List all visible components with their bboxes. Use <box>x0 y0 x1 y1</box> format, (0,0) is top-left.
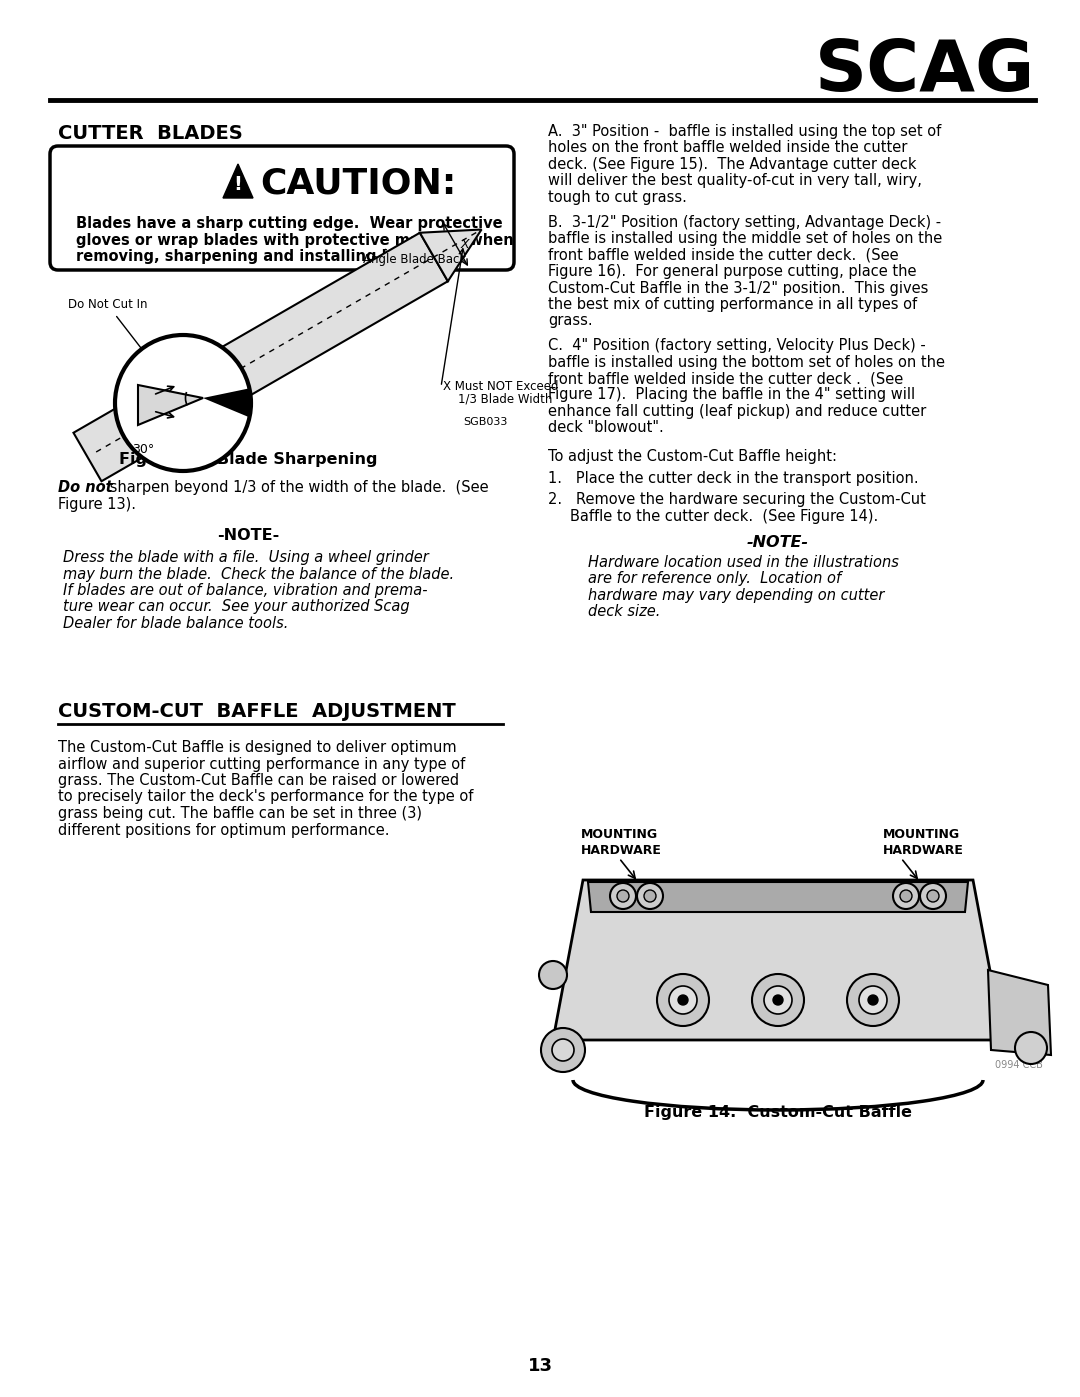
Text: 1/3 Blade Width: 1/3 Blade Width <box>458 393 552 407</box>
Circle shape <box>617 890 629 902</box>
Circle shape <box>893 883 919 909</box>
Circle shape <box>927 890 939 902</box>
Text: If blades are out of balance, vibration and prema-: If blades are out of balance, vibration … <box>63 583 428 598</box>
Text: SGB033: SGB033 <box>463 416 508 427</box>
Circle shape <box>752 974 804 1025</box>
Text: 30°: 30° <box>132 443 154 455</box>
Text: deck size.: deck size. <box>588 605 660 619</box>
Text: Figure 16).  For general purpose cutting, place the: Figure 16). For general purpose cutting,… <box>548 264 917 279</box>
FancyBboxPatch shape <box>50 147 514 270</box>
Text: grass. The Custom-Cut Baffle can be raised or lowered: grass. The Custom-Cut Baffle can be rais… <box>58 773 459 788</box>
Text: Figure 13. Blade Sharpening: Figure 13. Blade Sharpening <box>119 453 377 467</box>
Text: hardware may vary depending on cutter: hardware may vary depending on cutter <box>588 588 885 604</box>
Text: X Must NOT Exceed: X Must NOT Exceed <box>443 380 558 393</box>
Polygon shape <box>138 386 203 425</box>
Text: airflow and superior cutting performance in any type of: airflow and superior cutting performance… <box>58 757 465 771</box>
Text: Do Not Cut In: Do Not Cut In <box>68 299 180 398</box>
Text: Figure 17).  Placing the baffle in the 4" setting will: Figure 17). Placing the baffle in the 4"… <box>548 387 915 402</box>
Text: !: ! <box>233 175 242 194</box>
Text: B.  3-1/2" Position (factory setting, Advantage Deck) -: B. 3-1/2" Position (factory setting, Adv… <box>548 215 941 229</box>
Polygon shape <box>553 880 1003 1039</box>
Text: holes on the front baffle welded inside the cutter: holes on the front baffle welded inside … <box>548 141 907 155</box>
Text: Dress the blade with a file.  Using a wheel grinder: Dress the blade with a file. Using a whe… <box>63 550 429 564</box>
Text: 13: 13 <box>527 1356 553 1375</box>
Circle shape <box>1015 1032 1047 1065</box>
Circle shape <box>644 890 656 902</box>
Text: Figure 14.  Custom-Cut Baffle: Figure 14. Custom-Cut Baffle <box>644 1105 912 1120</box>
Text: -NOTE-: -NOTE- <box>747 535 809 550</box>
Polygon shape <box>420 229 482 281</box>
Text: CUTTER  BLADES: CUTTER BLADES <box>58 124 243 142</box>
Text: baffle is installed using the middle set of holes on the: baffle is installed using the middle set… <box>548 231 942 246</box>
Circle shape <box>678 995 688 1004</box>
Text: 1.   Place the cutter deck in the transport position.: 1. Place the cutter deck in the transpor… <box>548 472 919 486</box>
Circle shape <box>773 995 783 1004</box>
Circle shape <box>137 418 151 432</box>
Circle shape <box>920 883 946 909</box>
Text: X: X <box>460 237 469 251</box>
Text: Baffle to the cutter deck.  (See Figure 14).: Baffle to the cutter deck. (See Figure 1… <box>570 509 878 524</box>
Text: baffle is installed using the bottom set of holes on the: baffle is installed using the bottom set… <box>548 355 945 369</box>
Polygon shape <box>73 233 448 481</box>
Text: to precisely tailor the deck's performance for the type of: to precisely tailor the deck's performan… <box>58 789 473 805</box>
Text: The Custom-Cut Baffle is designed to deliver optimum: The Custom-Cut Baffle is designed to del… <box>58 740 457 754</box>
Circle shape <box>764 986 792 1014</box>
Text: A.  3" Position -  baffle is installed using the top set of: A. 3" Position - baffle is installed usi… <box>548 124 942 138</box>
Circle shape <box>847 974 899 1025</box>
Text: To adjust the Custom-Cut Baffle height:: To adjust the Custom-Cut Baffle height: <box>548 448 837 464</box>
Circle shape <box>859 986 887 1014</box>
Text: CAUTION:: CAUTION: <box>260 166 456 200</box>
Circle shape <box>657 974 708 1025</box>
Text: Figure 13).: Figure 13). <box>58 496 136 511</box>
Circle shape <box>868 995 878 1004</box>
Text: Custom-Cut Baffle in the 3-1/2" position.  This gives: Custom-Cut Baffle in the 3-1/2" position… <box>548 281 929 296</box>
Text: front baffle welded inside the cutter deck.  (See: front baffle welded inside the cutter de… <box>548 247 899 263</box>
Circle shape <box>610 883 636 909</box>
Text: deck. (See Figure 15).  The Advantage cutter deck: deck. (See Figure 15). The Advantage cut… <box>548 156 917 172</box>
Text: may burn the blade.  Check the balance of the blade.: may burn the blade. Check the balance of… <box>63 567 454 581</box>
Text: will deliver the best quality-of-cut in very tall, wiry,: will deliver the best quality-of-cut in … <box>548 173 922 189</box>
Text: grass being cut. The baffle can be set in three (3): grass being cut. The baffle can be set i… <box>58 806 422 821</box>
Circle shape <box>669 986 697 1014</box>
Circle shape <box>637 883 663 909</box>
Text: sharpen beyond 1/3 of the width of the blade.  (See: sharpen beyond 1/3 of the width of the b… <box>105 481 488 495</box>
Text: removing, sharpening and installing blades.: removing, sharpening and installing blad… <box>76 249 442 264</box>
Circle shape <box>539 961 567 989</box>
Text: grass.: grass. <box>548 313 593 328</box>
Text: gloves or wrap blades with protective material when: gloves or wrap blades with protective ma… <box>76 232 514 247</box>
Polygon shape <box>988 970 1051 1055</box>
Text: different positions for optimum performance.: different positions for optimum performa… <box>58 823 390 837</box>
Text: Do not: Do not <box>58 481 112 495</box>
Polygon shape <box>222 163 253 198</box>
Circle shape <box>541 1028 585 1071</box>
Text: front baffle welded inside the cutter deck .  (See: front baffle welded inside the cutter de… <box>548 372 903 386</box>
Text: MOUNTING
HARDWARE: MOUNTING HARDWARE <box>883 828 963 856</box>
Text: 2.   Remove the hardware securing the Custom-Cut: 2. Remove the hardware securing the Cust… <box>548 492 926 507</box>
Text: enhance fall cutting (leaf pickup) and reduce cutter: enhance fall cutting (leaf pickup) and r… <box>548 404 927 419</box>
Text: tough to cut grass.: tough to cut grass. <box>548 190 687 205</box>
Text: CUSTOM-CUT  BAFFLE  ADJUSTMENT: CUSTOM-CUT BAFFLE ADJUSTMENT <box>58 703 456 721</box>
Text: Hardware location used in the illustrations: Hardware location used in the illustrati… <box>588 555 899 570</box>
Text: C.  4" Position (factory setting, Velocity Plus Deck) -: C. 4" Position (factory setting, Velocit… <box>548 338 926 353</box>
Polygon shape <box>203 388 251 418</box>
Text: deck "blowout".: deck "blowout". <box>548 420 664 436</box>
Text: 0994 CCB: 0994 CCB <box>995 1060 1043 1070</box>
Text: -NOTE-: -NOTE- <box>217 528 279 543</box>
Text: Dealer for blade balance tools.: Dealer for blade balance tools. <box>63 616 288 631</box>
Text: Blades have a sharp cutting edge.  Wear protective: Blades have a sharp cutting edge. Wear p… <box>76 217 502 231</box>
Circle shape <box>900 890 912 902</box>
Text: Angle Blade Back: Angle Blade Back <box>363 250 467 267</box>
Text: MOUNTING
HARDWARE: MOUNTING HARDWARE <box>581 828 662 856</box>
Text: SCAG: SCAG <box>814 38 1035 106</box>
Circle shape <box>552 1039 573 1060</box>
Text: are for reference only.  Location of: are for reference only. Location of <box>588 571 841 587</box>
Text: ture wear can occur.  See your authorized Scag: ture wear can occur. See your authorized… <box>63 599 409 615</box>
Polygon shape <box>588 882 968 912</box>
Text: the best mix of cutting performance in all types of: the best mix of cutting performance in a… <box>548 298 917 312</box>
Circle shape <box>114 335 251 471</box>
